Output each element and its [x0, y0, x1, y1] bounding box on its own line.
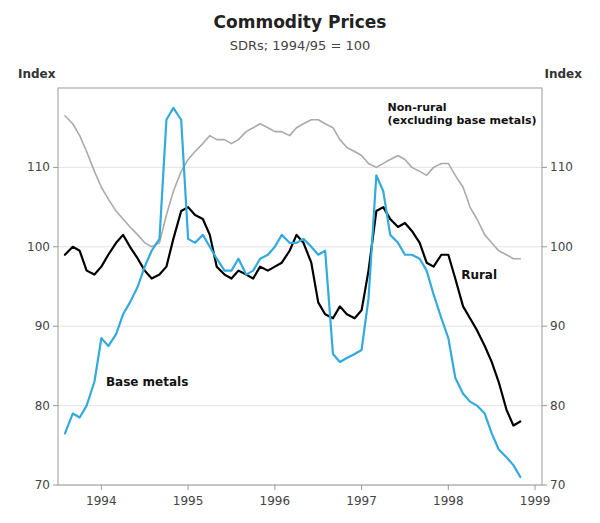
grid-line — [58, 405, 542, 406]
y-tick — [53, 326, 58, 327]
y2-tick — [542, 167, 547, 168]
y-axis-label: Index — [18, 67, 56, 81]
series-label: Base metals — [106, 375, 188, 389]
series-lines — [65, 108, 520, 477]
chart: Commodity Prices SDRs; 1994/95 = 100 Index… — [0, 0, 600, 523]
series-line — [65, 116, 520, 259]
subtitle: SDRs; 1994/95 = 100 — [230, 38, 371, 53]
y2-tick-label: 70 — [550, 478, 565, 492]
grid-line — [58, 326, 542, 327]
plot-frame — [58, 88, 542, 485]
y2-tick-label: 90 — [550, 319, 565, 333]
y2-axis-label: Index — [545, 67, 583, 81]
y2-tick-label: 100 — [550, 240, 573, 254]
x-tick — [448, 485, 449, 490]
x-tick — [361, 485, 362, 490]
y2-tick-label: 110 — [550, 160, 573, 174]
y2-tick-label: 80 — [550, 399, 565, 413]
x-tick-label: 1994 — [86, 494, 117, 508]
x-tick — [188, 485, 189, 490]
grid-line — [58, 167, 542, 168]
x-tick-label: 1997 — [346, 494, 377, 508]
y-tick-label: 90 — [35, 319, 50, 333]
title: Commodity Prices — [214, 12, 387, 32]
x-tick-label: 1999 — [520, 494, 551, 508]
x-tick-label: 1996 — [260, 494, 291, 508]
series-label: Rural — [461, 268, 497, 282]
y-tick — [53, 167, 58, 168]
x-tick-label: 1995 — [173, 494, 204, 508]
grid — [58, 167, 542, 485]
series-line — [65, 207, 520, 425]
axes: 70 80 90 100 110 70 80 90 100 110 1994 1995 1996 1997… — [27, 160, 573, 508]
y2-tick — [542, 405, 547, 406]
y-tick-label: 100 — [27, 240, 50, 254]
series-line — [65, 108, 520, 477]
x-tick — [274, 485, 275, 490]
y-tick — [53, 485, 58, 486]
x-tick-label: 1998 — [433, 494, 464, 508]
y-tick — [53, 246, 58, 247]
x-tick — [101, 485, 102, 490]
y2-tick — [542, 485, 547, 486]
y2-tick — [542, 326, 547, 327]
y-tick-label: 110 — [27, 160, 50, 174]
y2-tick — [542, 246, 547, 247]
series-label: Non-rural(excluding base metals) — [388, 101, 537, 127]
x-tick — [535, 485, 536, 490]
y-tick-label: 70 — [35, 478, 50, 492]
y-tick-label: 80 — [35, 399, 50, 413]
y-tick — [53, 405, 58, 406]
